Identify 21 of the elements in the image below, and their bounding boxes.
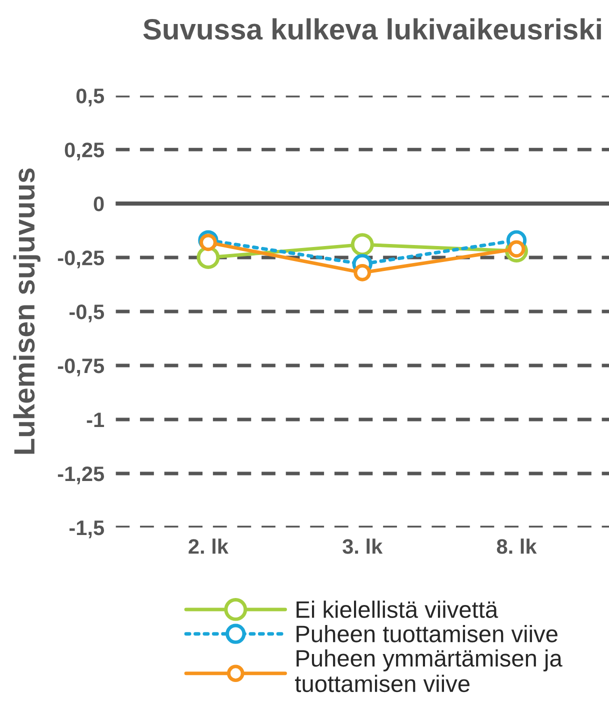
x-tick-label: 2. lk xyxy=(188,538,228,554)
legend-label: Puheen tuottamisen viive xyxy=(296,624,558,642)
point xyxy=(350,233,374,256)
y-tick-label: -0,75 xyxy=(58,358,104,376)
legend-label: Puheen ymmärtämisen ja tuottamisen viive xyxy=(295,649,562,692)
y-tick-label: -0,5 xyxy=(70,304,104,322)
legend-label: Ei kielellistä viivettä xyxy=(296,600,498,618)
y-tick-label: 0,25 xyxy=(64,142,104,160)
x-tick-label: 3. lk xyxy=(342,538,383,554)
y-axis-title: Lukemisen sujuvuus xyxy=(13,168,40,454)
y-tick-label: 0,5 xyxy=(76,88,104,106)
point xyxy=(196,246,220,269)
y-tick-label: -1,5 xyxy=(70,520,104,538)
point xyxy=(200,234,217,252)
chart-title: Suvussa kulkeva lukivaikeusriski xyxy=(143,18,601,40)
y-tick-label: -1 xyxy=(86,412,104,428)
y-tick-label: -0,25 xyxy=(58,250,104,268)
y-tick-label: -1,25 xyxy=(58,466,104,484)
y-tick-label: 0 xyxy=(94,196,104,212)
x-tick-label: 8. lk xyxy=(496,538,537,554)
point xyxy=(354,264,372,282)
